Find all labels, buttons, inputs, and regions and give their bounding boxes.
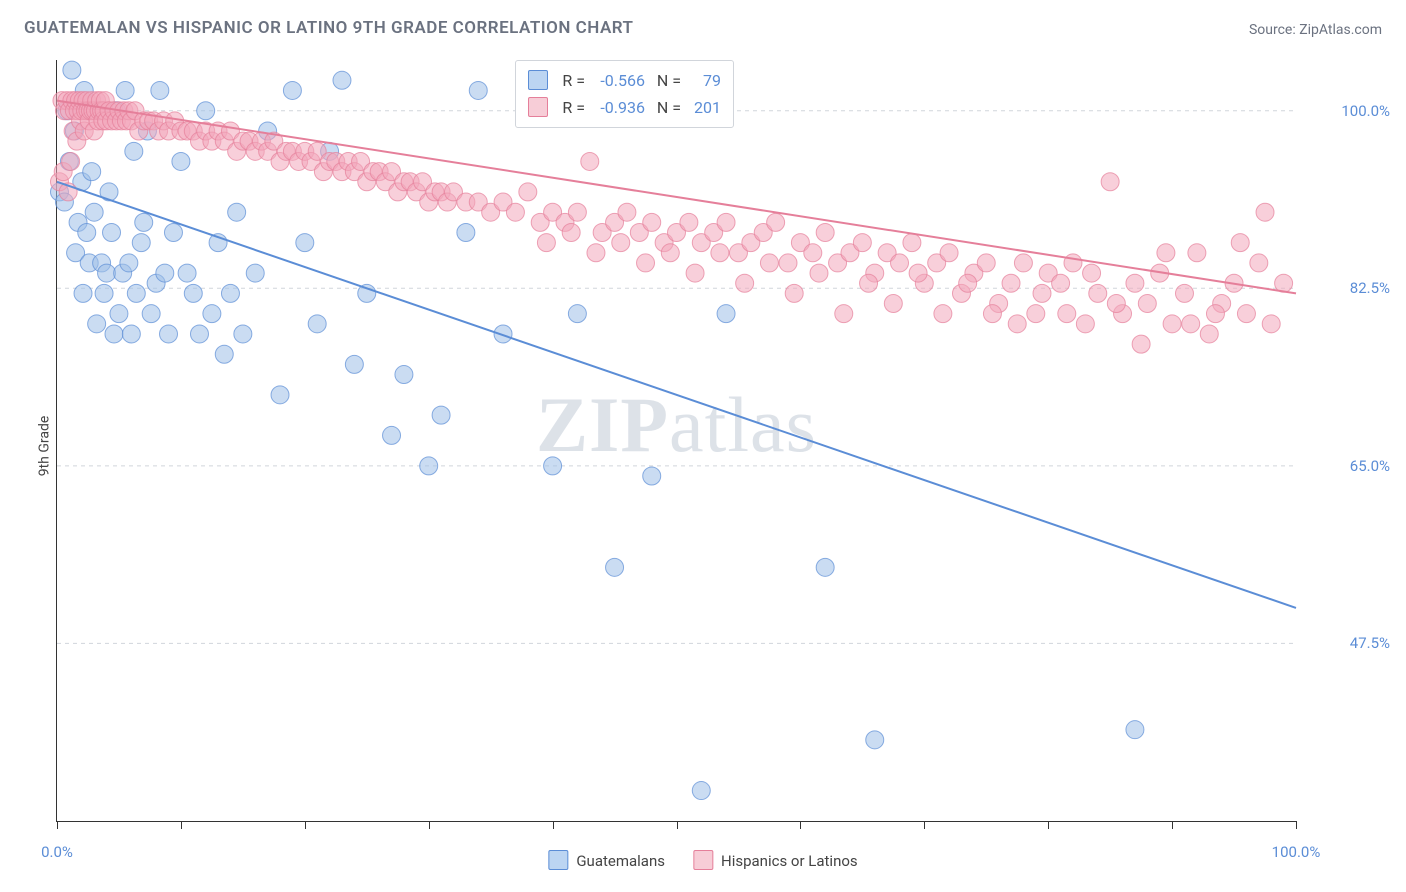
- x-tick-label: 100.0%: [1272, 843, 1321, 861]
- y-axis-label: 9th Grade: [36, 416, 52, 477]
- x-tick-mark: [1296, 821, 1297, 829]
- y-tick-label: 82.5%: [1310, 279, 1390, 297]
- series-swatch: [548, 850, 568, 870]
- x-tick-label: 0.0%: [41, 843, 73, 861]
- legend: Guatemalans Hispanics or Latinos: [548, 850, 857, 870]
- x-tick-mark: [1172, 821, 1173, 829]
- x-tick-mark: [800, 821, 801, 829]
- x-tick-mark: [924, 821, 925, 829]
- x-tick-mark: [305, 821, 306, 829]
- chart-container: GUATEMALAN VS HISPANIC OR LATINO 9TH GRA…: [0, 0, 1406, 892]
- y-tick-label: 47.5%: [1310, 634, 1390, 652]
- legend-item: Hispanics or Latinos: [693, 850, 858, 870]
- x-tick-mark: [677, 821, 678, 829]
- chart-svg: [57, 60, 1296, 821]
- legend-item: Guatemalans: [548, 850, 665, 870]
- x-tick-mark: [429, 821, 430, 829]
- series-swatch: [693, 850, 713, 870]
- series-swatch: [528, 97, 548, 117]
- x-tick-mark: [553, 821, 554, 829]
- series-swatch: [528, 70, 548, 90]
- stat-row: R = -0.936 N = 201: [528, 94, 721, 121]
- x-tick-mark: [181, 821, 182, 829]
- y-tick-label: 100.0%: [1310, 102, 1390, 120]
- plot-area: ZIPatlas R = -0.566 N = 79 R = -0.936 N …: [56, 60, 1296, 822]
- correlation-stats-box: R = -0.566 N = 79 R = -0.936 N = 201: [515, 60, 734, 128]
- x-tick-mark: [1048, 821, 1049, 829]
- y-tick-label: 65.0%: [1310, 457, 1390, 475]
- source-link[interactable]: ZipAtlas.com: [1299, 22, 1382, 38]
- source-label: Source: ZipAtlas.com: [1249, 22, 1382, 38]
- chart-title: GUATEMALAN VS HISPANIC OR LATINO 9TH GRA…: [24, 18, 634, 38]
- stat-row: R = -0.566 N = 79: [528, 67, 721, 94]
- x-tick-mark: [57, 821, 58, 829]
